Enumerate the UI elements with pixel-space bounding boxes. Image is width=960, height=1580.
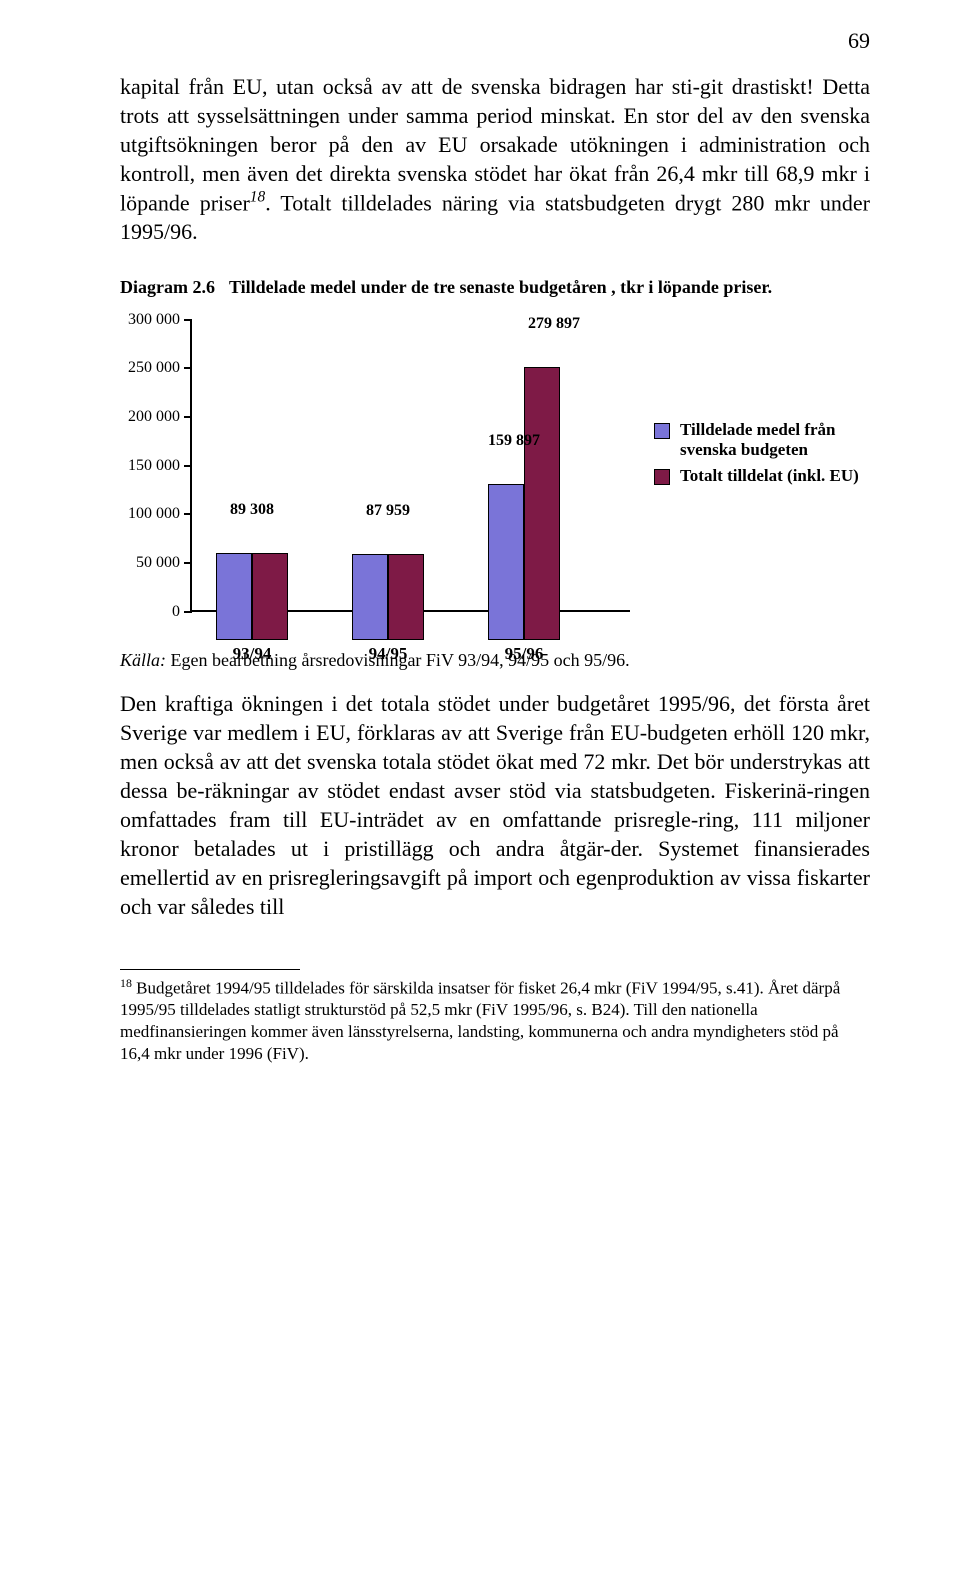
legend-text-a: Tilldelade medel från svenska budgeten bbox=[680, 420, 860, 461]
bar-series-a bbox=[488, 484, 524, 640]
footnote-rule bbox=[120, 969, 300, 970]
y-tick-label: 250 000 bbox=[120, 359, 180, 377]
x-axis-label: 95/96 bbox=[478, 644, 570, 664]
diagram-label: Diagram 2.6 bbox=[120, 277, 215, 298]
y-tick bbox=[184, 367, 192, 369]
footnote-number: 18 bbox=[120, 976, 132, 990]
footnote-text: Budgetåret 1994/95 tilldelades för särsk… bbox=[120, 978, 840, 1062]
legend-text-b: Totalt tilldelat (inkl. EU) bbox=[680, 466, 859, 486]
page-number: 69 bbox=[848, 28, 870, 54]
chart-container: 0 50 000 100 000 150 000 200 000 250 000 300 0… bbox=[120, 310, 870, 640]
y-tick bbox=[184, 465, 192, 467]
source-prefix: Källa: bbox=[120, 650, 166, 670]
diagram-caption: Diagram 2.6 Tilldelade medel under de tr… bbox=[120, 277, 870, 298]
y-tick bbox=[184, 416, 192, 418]
legend-swatch-b bbox=[654, 469, 670, 485]
y-tick-label: 50 000 bbox=[120, 554, 180, 572]
y-tick-label: 0 bbox=[120, 603, 180, 621]
chart-legend: Tilldelade medel från svenska budgeten T… bbox=[654, 420, 860, 493]
y-tick-label: 100 000 bbox=[120, 505, 180, 523]
bar-value-label: 87 959 bbox=[342, 502, 434, 520]
y-tick bbox=[184, 513, 192, 515]
bar-series-a bbox=[216, 553, 252, 640]
y-tick-label: 150 000 bbox=[120, 457, 180, 475]
body-paragraph-2: Den kraftiga ökningen i det totala stöde… bbox=[120, 689, 870, 921]
y-tick bbox=[184, 611, 192, 613]
y-tick-label: 300 000 bbox=[120, 311, 180, 329]
bar-value-label: 159 897 bbox=[468, 432, 560, 450]
x-axis-label: 93/94 bbox=[206, 644, 298, 664]
diagram-title: Tilldelade medel under de tre senaste bu… bbox=[229, 277, 772, 298]
y-tick bbox=[184, 562, 192, 564]
bar-chart: 0 50 000 100 000 150 000 200 000 250 000 300 0… bbox=[120, 310, 640, 640]
bar-series-b bbox=[252, 553, 288, 640]
bar-series-b bbox=[524, 367, 560, 639]
legend-swatch-a bbox=[654, 423, 670, 439]
legend-item-b: Totalt tilldelat (inkl. EU) bbox=[654, 466, 860, 486]
bar-series-b bbox=[388, 554, 424, 640]
legend-item-a: Tilldelade medel från svenska budgeten bbox=[654, 420, 860, 461]
bar-series-a bbox=[352, 554, 388, 640]
x-axis-label: 94/95 bbox=[342, 644, 434, 664]
y-tick bbox=[184, 319, 192, 321]
body-paragraph-1: kapital från EU, utan också av att de sv… bbox=[120, 72, 870, 247]
bar-value-label: 279 897 bbox=[508, 315, 600, 333]
y-tick-label: 200 000 bbox=[120, 408, 180, 426]
footnote-ref-18: 18 bbox=[250, 189, 265, 206]
footnote: 18 Budgetåret 1994/95 tilldelades för sä… bbox=[120, 969, 870, 1065]
bar-value-label: 89 308 bbox=[206, 501, 298, 519]
